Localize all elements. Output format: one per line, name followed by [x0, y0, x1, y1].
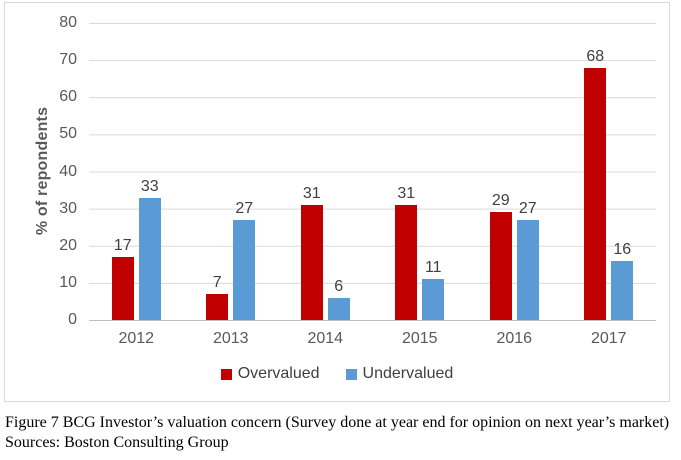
x-tick-2017: 2017 — [590, 330, 627, 347]
y-axis-tick-labels: 80 70 60 50 40 30 20 10 0 — [59, 14, 77, 328]
bar-undervalued-2013: 27 — [233, 200, 256, 320]
data-label: 27 — [235, 199, 254, 217]
bar-overvalued-2017: 68 — [584, 48, 607, 320]
legend: Overvalued Undervalued — [5, 365, 669, 383]
caption-line-1: Figure 7 BCG Investor’s valuation concer… — [5, 414, 670, 431]
bar-overvalued-2015: 31 — [395, 185, 418, 320]
bar-overvalued-2016: 29 — [489, 193, 512, 320]
undervalued-swatch-icon — [345, 368, 357, 380]
category-group-2013: 7 27 — [184, 23, 279, 320]
x-axis-tick-labels: 2012 2013 2014 2015 2016 2017 — [89, 321, 656, 348]
plot-area: 17 33 7 27 31 — [89, 23, 656, 321]
data-label: 33 — [140, 177, 159, 195]
category-group-2014: 31 6 — [278, 23, 373, 320]
bar-undervalued-2014: 6 — [327, 278, 350, 320]
bar-undervalued-2016: 27 — [516, 200, 539, 320]
data-label: 31 — [302, 184, 321, 202]
bar-overvalued-2013: 7 — [206, 275, 229, 320]
bar-overvalued-2012: 17 — [111, 237, 134, 320]
data-label: 27 — [518, 199, 537, 217]
data-label: 11 — [424, 259, 442, 277]
overvalued-swatch-icon — [220, 368, 232, 380]
x-tick-2014: 2014 — [307, 330, 344, 347]
data-label: 6 — [334, 277, 344, 295]
bar-undervalued-2017: 16 — [611, 241, 634, 320]
legend-item-undervalued: Undervalued — [345, 365, 454, 383]
legend-label: Overvalued — [237, 365, 320, 382]
data-label: 31 — [397, 184, 416, 202]
category-group-2012: 17 33 — [89, 23, 184, 320]
category-group-2016: 29 27 — [467, 23, 562, 320]
x-tick-2013: 2013 — [212, 330, 249, 347]
category-group-2017: 68 16 — [562, 23, 657, 320]
data-label: 68 — [586, 47, 605, 65]
data-label: 29 — [491, 192, 510, 210]
category-group-2015: 31 11 — [373, 23, 468, 320]
x-tick-2016: 2016 — [496, 330, 533, 347]
legend-label: Undervalued — [362, 365, 454, 382]
figure-caption: Figure 7 BCG Investor’s valuation concer… — [5, 413, 677, 453]
data-label: 16 — [613, 240, 632, 258]
x-tick-2012: 2012 — [118, 330, 155, 347]
legend-item-overvalued: Overvalued — [220, 365, 320, 383]
bar-undervalued-2012: 33 — [138, 178, 161, 320]
x-tick-2015: 2015 — [401, 330, 438, 347]
caption-line-2: Sources: Boston Consulting Group — [5, 434, 229, 451]
chart-area: % of repondents 80 70 60 50 40 30 20 10 … — [4, 2, 670, 402]
data-label: 17 — [113, 236, 132, 254]
bar-undervalued-2015: 11 — [422, 260, 445, 320]
data-label: 7 — [212, 274, 222, 292]
bar-overvalued-2014: 31 — [300, 185, 323, 320]
